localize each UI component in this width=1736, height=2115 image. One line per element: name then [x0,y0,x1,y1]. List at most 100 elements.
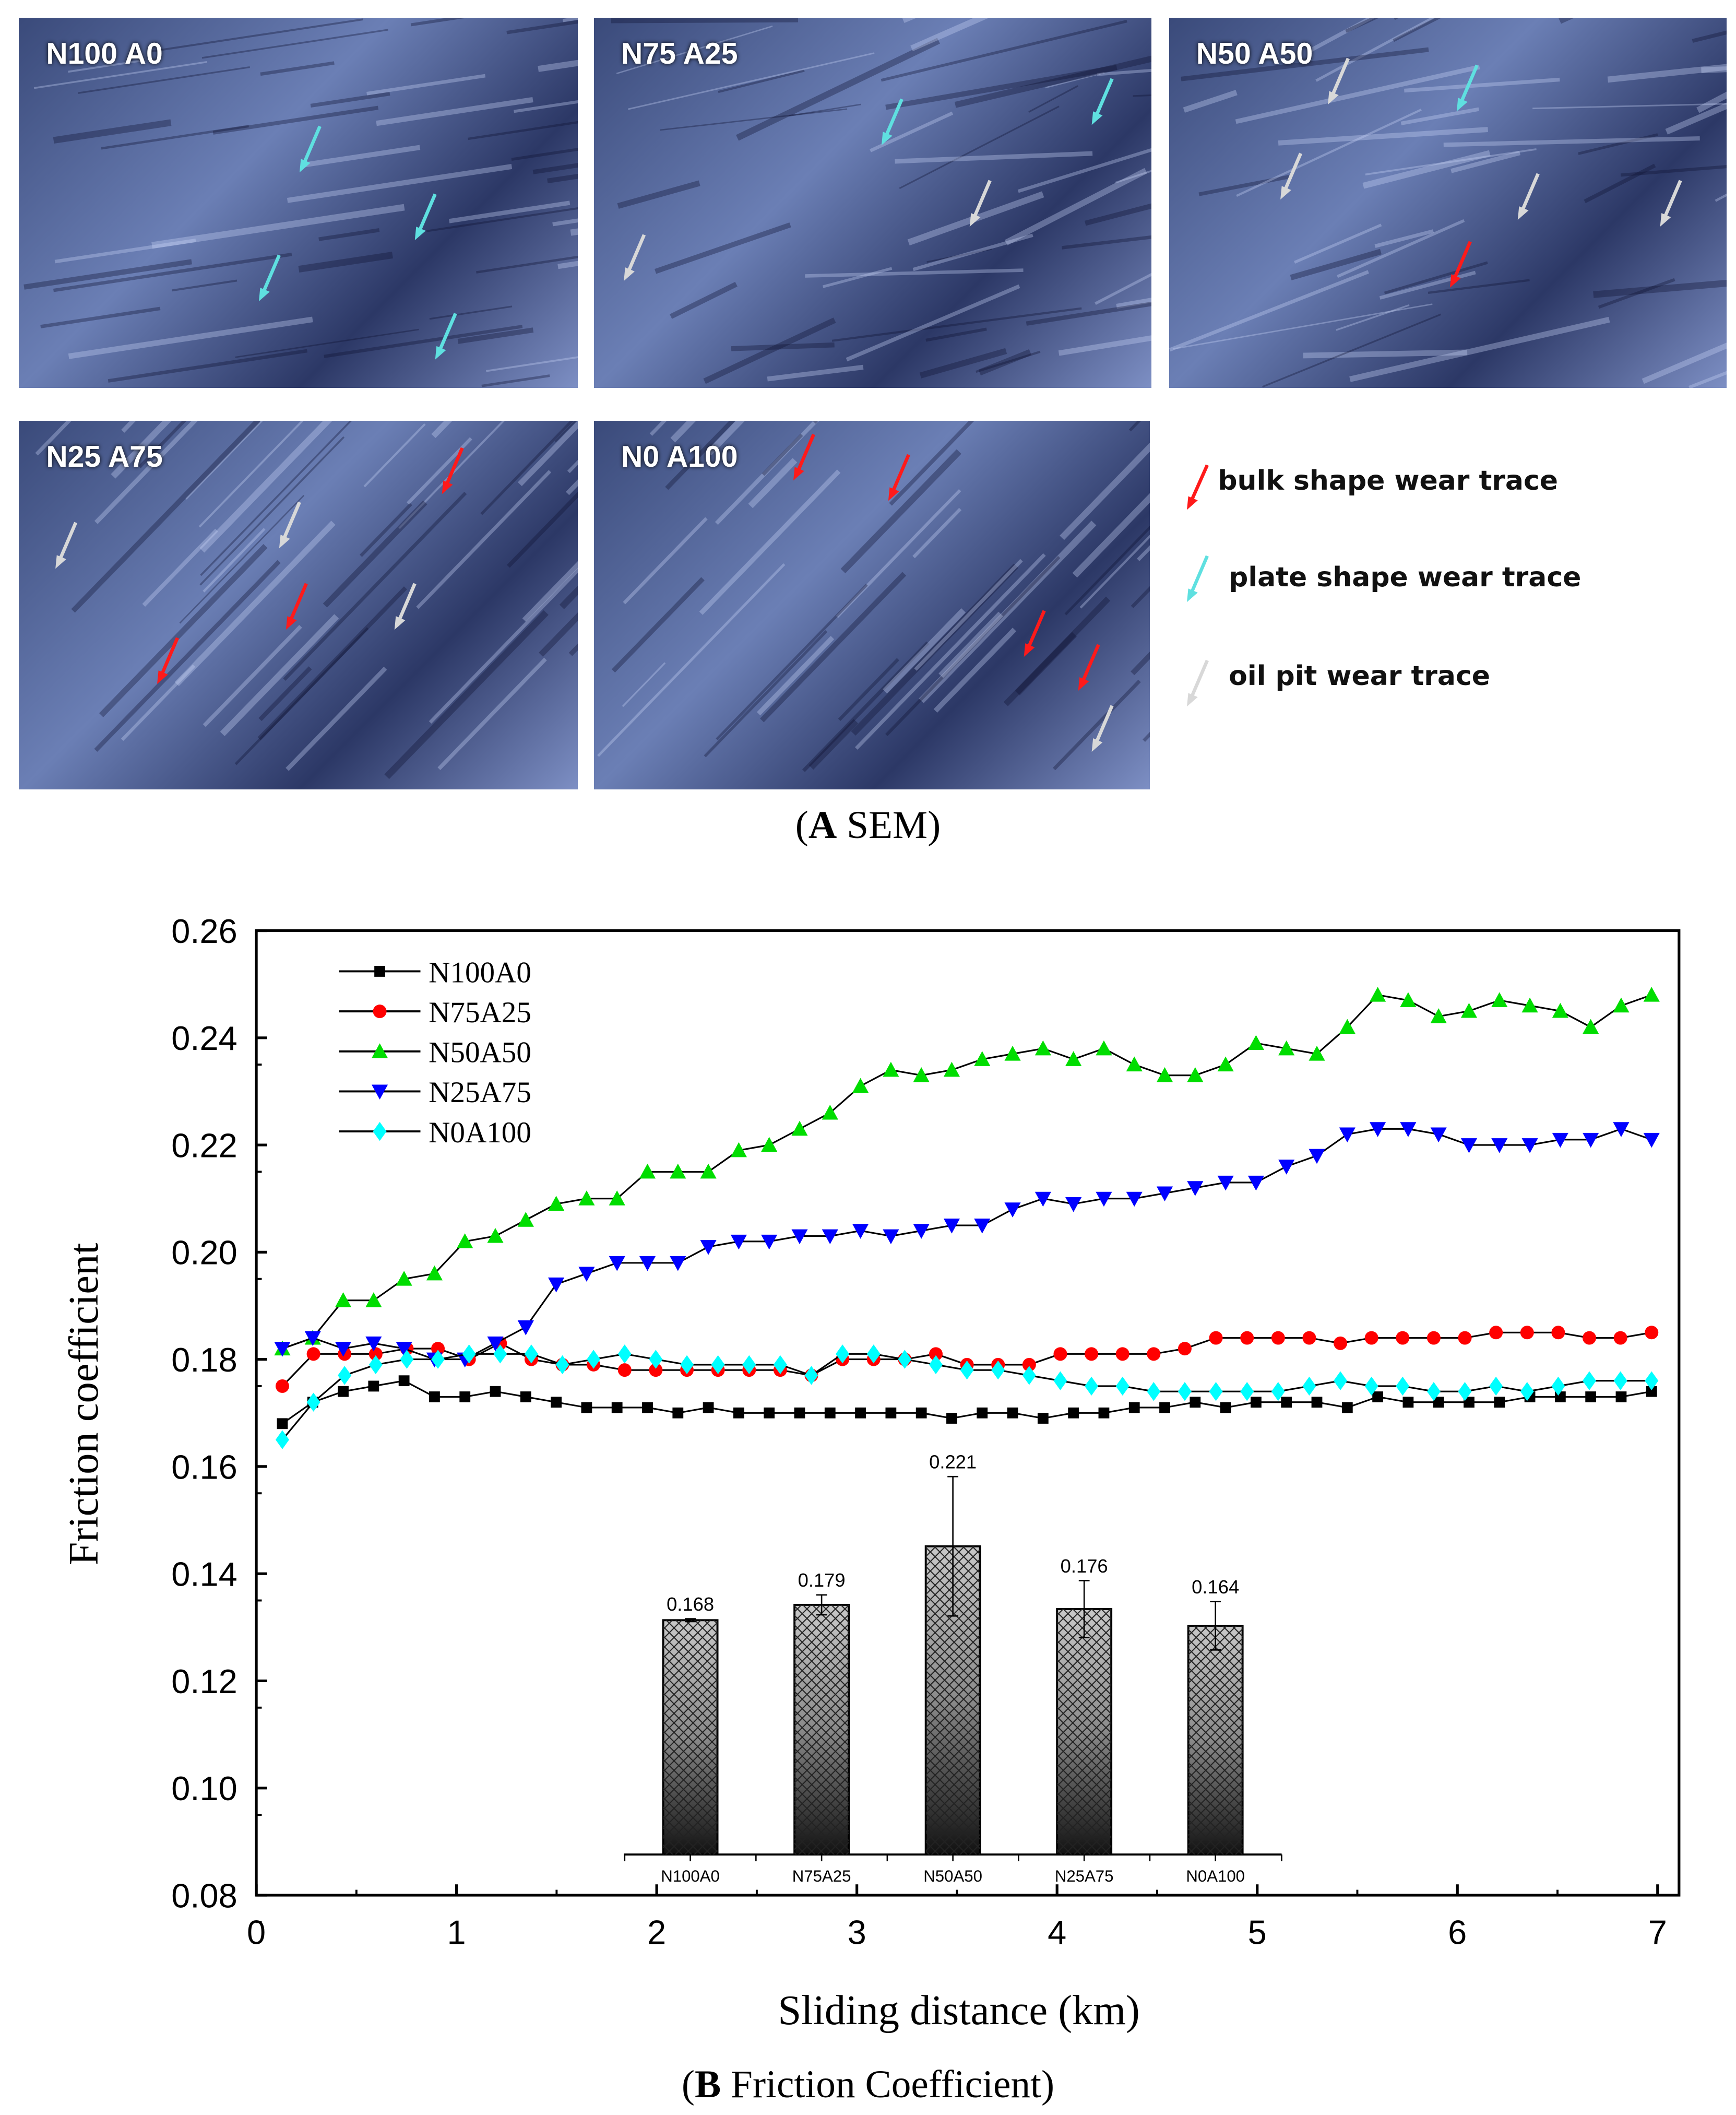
wear-streak [138,420,187,468]
wear-streak [855,553,1046,750]
wear-arrow-icon [1662,180,1682,219]
data-point-N100A0 [429,1391,440,1402]
wear-streak [1309,17,1375,52]
arrowhead-icon [442,480,453,494]
data-point-N75A25 [1022,1357,1036,1372]
data-point-N50A50 [1552,1002,1568,1018]
wear-arrow-icon [261,254,281,294]
wear-streak [767,364,864,382]
wear-streak [1278,126,1488,146]
wear-streak [398,420,505,529]
wear-arrow-icon [289,583,308,622]
wear-streak [538,60,578,72]
wear-streak [902,17,917,23]
wear-arrow-icon [1080,643,1100,683]
data-point-N75A25 [1209,1331,1223,1345]
wear-streak [838,657,900,721]
data-point-N25A75 [1035,1191,1051,1207]
data-point-N25A75 [730,1234,747,1250]
wear-streak [919,348,1007,379]
wear-streak [1085,203,1152,226]
data-point-N0A100 [1053,1371,1067,1390]
wear-streak [199,420,333,552]
data-point-N25A75 [1339,1127,1355,1143]
wear-arrow-icon [397,583,417,622]
data-point-N50A50 [1491,992,1508,1007]
wear-streak [323,500,427,608]
sem-texture [1169,17,1727,388]
data-point-N25A75 [1613,1122,1630,1137]
wear-streak [1598,278,1675,309]
data-point-N75A25 [1645,1326,1659,1340]
data-point-N75A25 [1334,1336,1348,1350]
data-point-N0A100 [1240,1381,1254,1401]
wear-streak [1607,64,1727,83]
data-point-N50A50 [1400,992,1417,1007]
wear-streak [831,307,1082,342]
wear-streak [199,420,304,528]
wear-streak [955,55,1152,108]
data-point-N75A25 [431,1342,445,1356]
wear-streak [200,420,352,576]
legend-marker-icon [373,1005,387,1019]
arrowhead-icon [157,670,169,684]
wear-streak [142,528,219,607]
sem-image-label: N25 A75 [46,440,163,474]
wear-streak [715,420,819,525]
data-point-N75A25 [1583,1331,1597,1345]
data-point-N50A50 [943,1061,960,1077]
arrowhead-icon [1327,91,1339,105]
wear-streak [1290,249,1382,280]
data-point-N25A75 [670,1256,686,1271]
wear-streak [1079,534,1150,609]
wear-streak [736,38,941,141]
wear-streak [172,279,237,292]
wear-streak [1349,316,1610,382]
wear-streak [731,342,835,351]
data-point-N0A100 [1334,1371,1348,1390]
wear-streak [376,97,534,126]
data-point-N75A25 [1271,1331,1285,1345]
wear-streak [185,420,264,500]
wear-streak [1696,91,1727,113]
wear-streak [287,163,513,203]
sem-texture [23,17,578,387]
wear-streak [1404,77,1560,93]
sem-image-label: N0 A100 [621,440,738,474]
data-point-N0A100 [1271,1381,1285,1401]
wear-streak [213,105,379,135]
wear-streak [1015,632,1077,695]
data-point-N75A25 [1085,1347,1099,1361]
inset-bar-hatch [663,1620,718,1855]
data-point-N50A50 [426,1265,443,1281]
y-tick-label: 0.26 [171,912,237,950]
friction-chart: 0.08 0.10 0.12 0.14 0.16 0.18 0.20 0.22 0.24 0.26… [61,912,1681,2034]
data-point-N50A50 [1460,1002,1478,1018]
data-point-N100A0 [1402,1397,1414,1408]
data-point-N50A50 [883,1061,899,1077]
wear-streak [757,635,835,715]
data-point-N25A75 [487,1336,504,1352]
data-point-N100A0 [459,1391,471,1402]
wear-streak [507,492,578,568]
wear-arrow-icon [417,193,437,233]
data-point-N50A50 [335,1292,352,1307]
arrowhead-icon [624,267,635,281]
wear-streak [1060,442,1150,540]
data-point-N100A0 [824,1407,836,1419]
wear-streak [111,420,172,479]
wear-streak [1183,89,1238,113]
data-point-N100A0 [1615,1391,1627,1402]
wear-streak [1584,163,1656,203]
wear-streak [1004,168,1148,245]
wear-streak [363,423,426,487]
x-axis-label: Sliding distance (km) [778,1987,1140,2034]
data-point-N25A75 [1400,1122,1417,1137]
wear-streak [220,613,339,736]
wear-streak [486,356,578,372]
data-point-N25A75 [1156,1186,1173,1202]
data-point-N100A0 [642,1402,653,1413]
wear-streak [823,267,893,288]
wear-streak [1169,270,1369,352]
wear-streak [108,349,308,383]
